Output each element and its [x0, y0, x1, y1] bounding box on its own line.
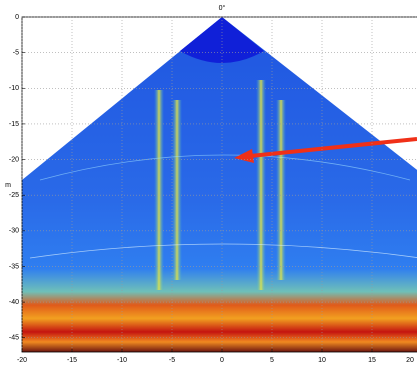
x-tick-label: -15: [67, 357, 77, 364]
y-axis-label: m: [5, 182, 11, 189]
y-tick-label: -40: [9, 299, 19, 306]
y-tick-label: -15: [9, 121, 19, 128]
chart-title: 0°: [219, 4, 226, 12]
x-tick-label: 15: [368, 357, 376, 364]
y-tick-label: -25: [9, 192, 19, 199]
x-tick-label: 0: [220, 357, 224, 364]
x-tick-label: -10: [117, 357, 127, 364]
y-tick-label: -35: [9, 263, 19, 270]
y-tick-label: -20: [9, 156, 19, 163]
x-tick-label: -5: [169, 357, 175, 364]
y-tick-label: -10: [9, 85, 19, 92]
y-tick-label: 0: [15, 14, 19, 21]
annotation-arrow: [234, 137, 417, 163]
y-tick-label: -45: [9, 335, 19, 342]
x-tick-label: 10: [318, 357, 326, 364]
x-tick-label: -20: [17, 357, 27, 364]
x-tick-label: 20: [406, 357, 414, 364]
y-tick-label: -5: [13, 49, 19, 56]
y-tick-label: -30: [9, 228, 19, 235]
x-tick-label: 5: [270, 357, 274, 364]
sonar-image: [22, 17, 417, 352]
